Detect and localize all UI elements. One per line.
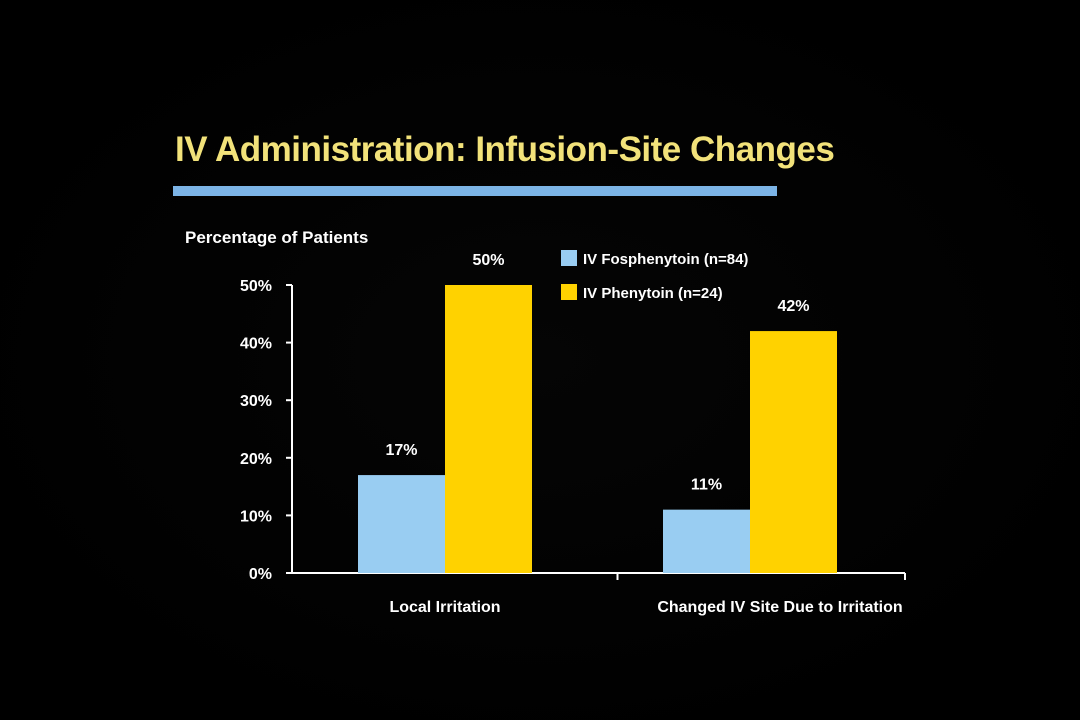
bar	[358, 475, 445, 573]
x-tick-label: Local Irritation	[389, 599, 500, 616]
data-label: 50%	[472, 252, 504, 269]
y-tick-label: 0%	[249, 566, 272, 583]
legend-label: IV Fosphenytoin (n=84)	[583, 251, 748, 268]
data-label: 11%	[691, 477, 722, 494]
bar	[750, 331, 837, 573]
y-axis-label: Percentage of Patients	[185, 228, 368, 247]
slide-title: IV Administration: Infusion-Site Changes	[175, 130, 835, 169]
bar	[663, 509, 750, 573]
y-tick-label: 30%	[240, 393, 272, 410]
y-tick-label: 40%	[240, 336, 272, 353]
legend-label: IV Phenytoin (n=24)	[583, 285, 723, 302]
data-label: 17%	[385, 442, 417, 459]
y-tick-label: 10%	[240, 508, 272, 525]
bar	[445, 285, 532, 573]
y-tick-label: 20%	[240, 451, 272, 468]
legend-swatch	[561, 250, 577, 266]
title-underline	[173, 186, 777, 196]
data-label: 42%	[777, 298, 809, 315]
legend-swatch	[561, 284, 577, 300]
x-tick-label: Changed IV Site Due to Irritation	[657, 599, 902, 616]
y-tick-label: 50%	[240, 278, 272, 295]
